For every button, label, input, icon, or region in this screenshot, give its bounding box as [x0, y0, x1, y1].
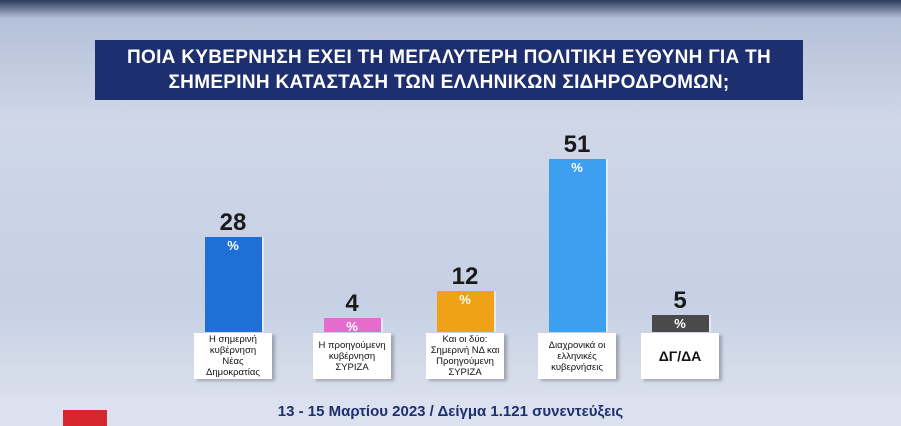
bar — [548, 158, 606, 332]
value-unit: % — [346, 319, 358, 335]
bar — [436, 291, 494, 332]
value-label: 4 — [345, 290, 359, 318]
note: 13 - 15 Μαρτίου 2023 / Δείγμα 1.121 συνε… — [0, 398, 901, 426]
category-label: ΔΓ/ΔΑ — [641, 333, 719, 379]
value-label: 51 — [563, 130, 591, 158]
value-unit: % — [571, 159, 583, 175]
value-label: 12 — [451, 263, 479, 291]
value-unit: % — [674, 316, 686, 331]
category-label: Η προηγούμενη κυβέρνηση ΣΥΡΙΖΑ — [313, 333, 391, 379]
logo-block — [63, 410, 107, 426]
value-label: 5 — [673, 287, 687, 314]
bar — [323, 318, 381, 332]
category-label: Διαχρονικά οι ελληνικές κυβερνήσεις — [538, 333, 616, 379]
bar — [204, 236, 262, 332]
value-unit: % — [227, 237, 239, 253]
value-label: 28 — [219, 208, 247, 236]
value-unit: % — [459, 292, 471, 308]
category-label: Η σημερινή κυβέρνηση Νέας Δημοκρατίας — [194, 333, 272, 379]
bar — [651, 315, 709, 332]
category-label: Και οι δύο: Σημερινή ΝΔ και Προηγούμενη … — [426, 333, 504, 379]
chart-title: ΠΟΙΑ ΚΥΒΕΡΝΗΣΗ ΕΧΕΙ ΤΗ ΜΕΓΑΛΥΤΕΡΗ ΠΟΛΙΤΙ… — [95, 40, 803, 100]
